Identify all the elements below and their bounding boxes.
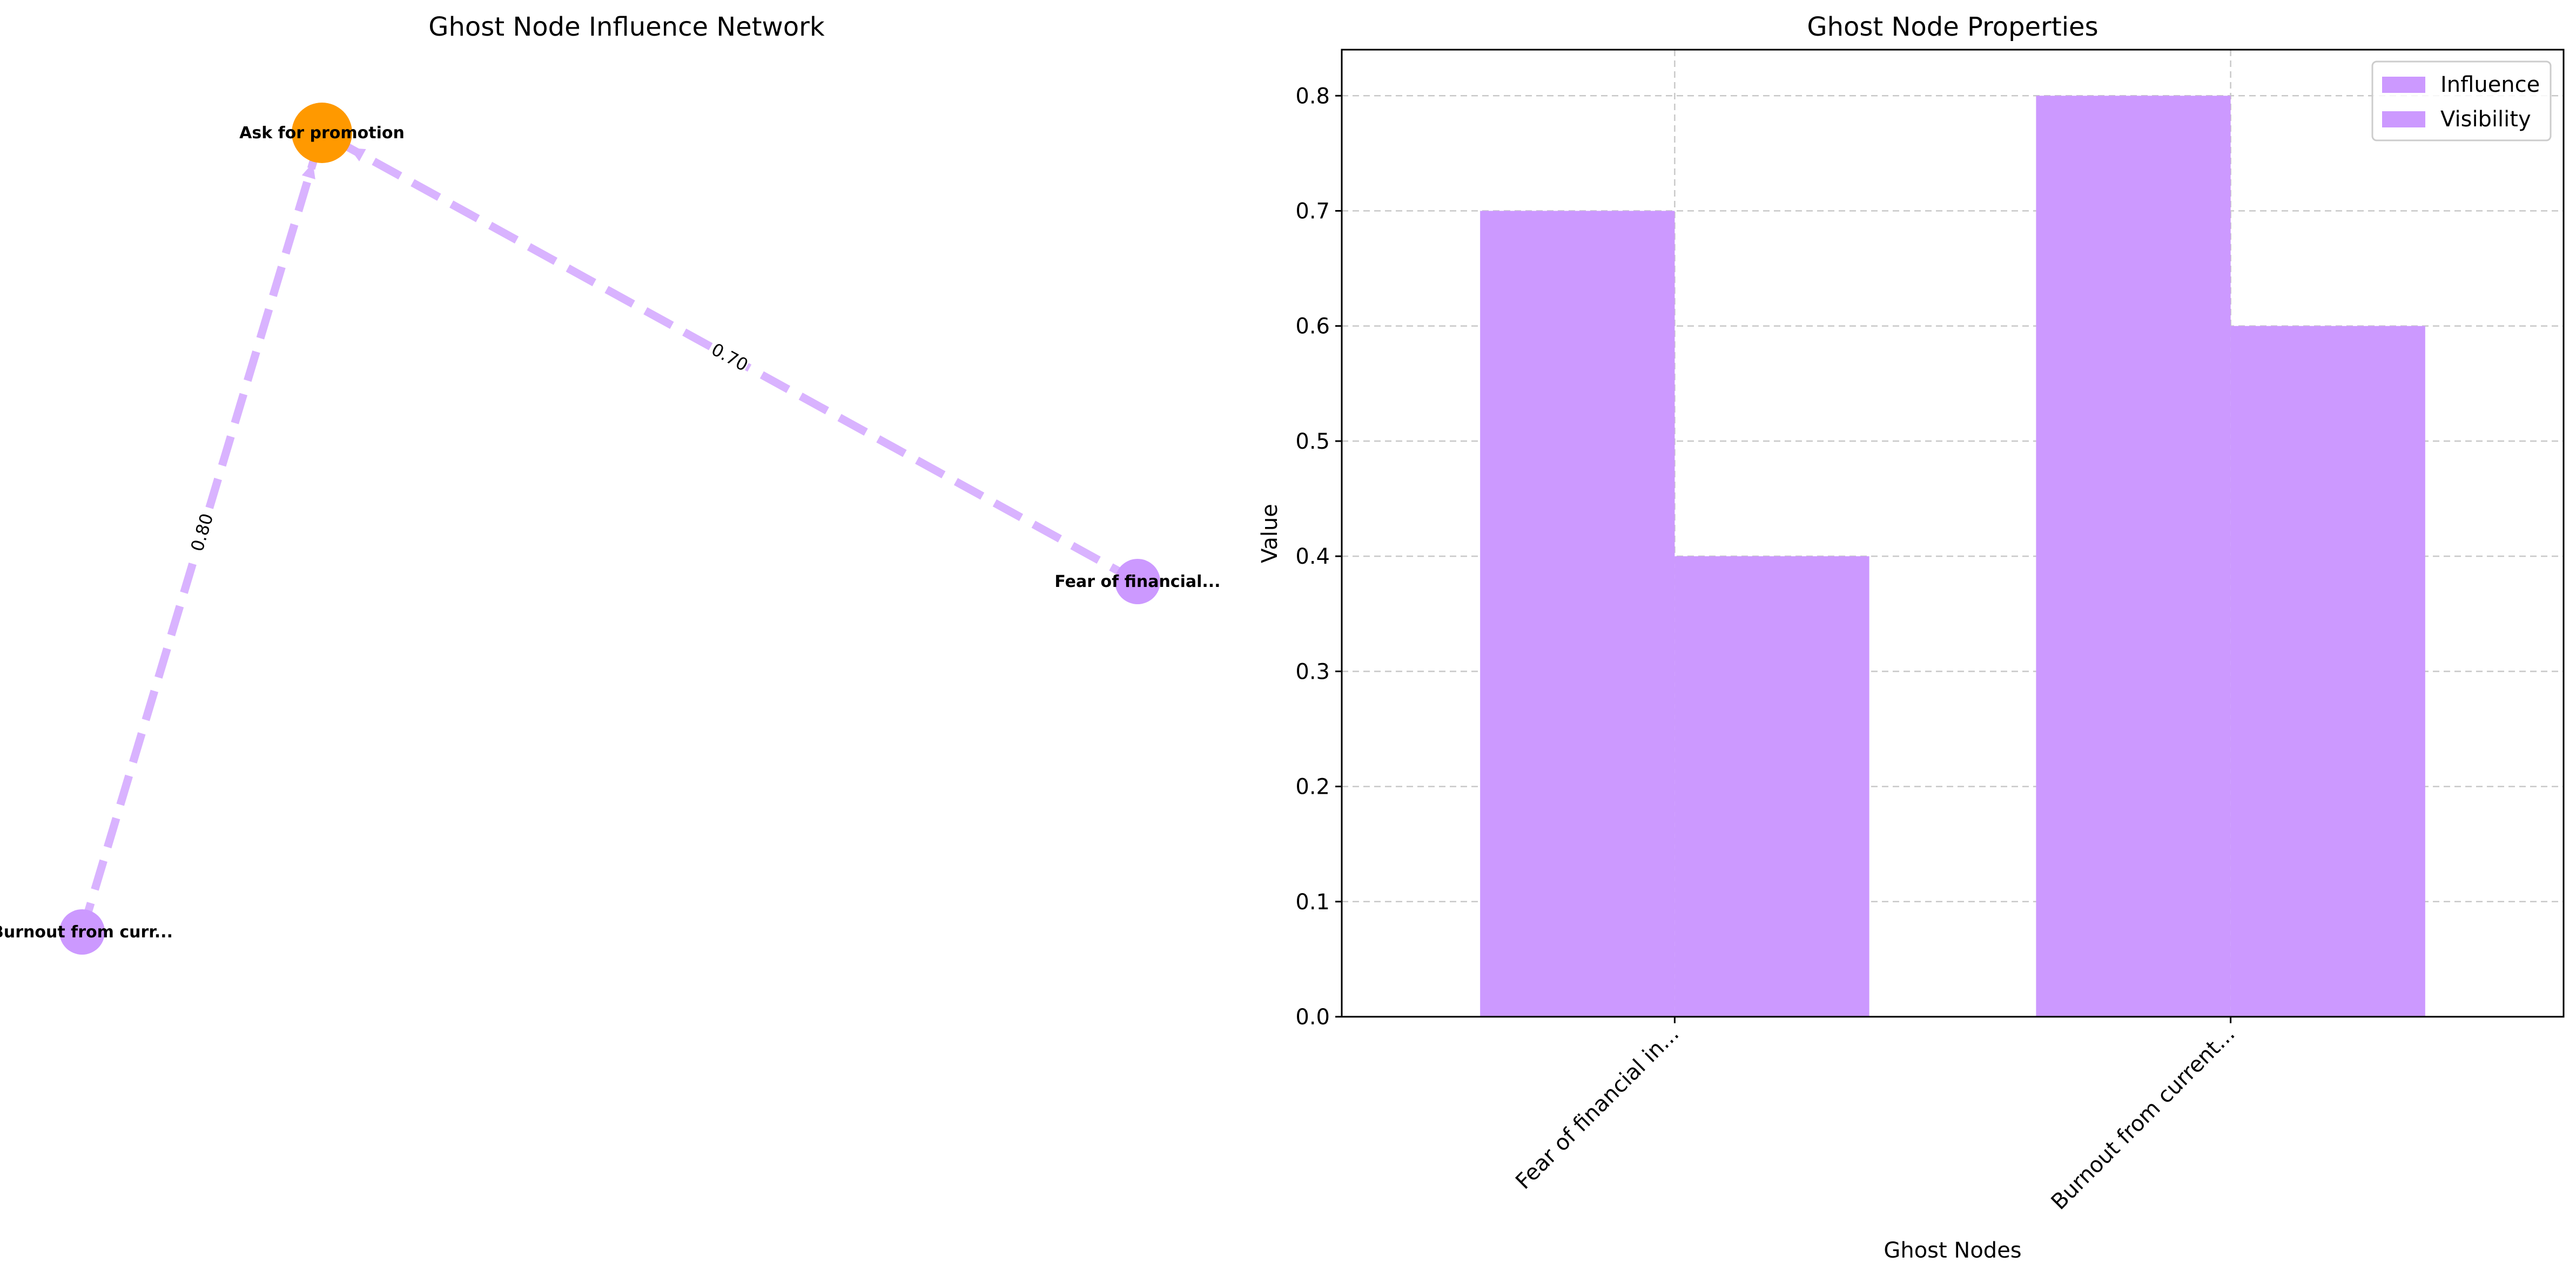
node-label: Burnout from curr... bbox=[0, 923, 173, 942]
y-tick-label: 0.7 bbox=[1295, 199, 1330, 224]
target-node bbox=[292, 103, 352, 163]
bar-visibility bbox=[2230, 326, 2425, 1017]
x-tick-label: Fear of financial in... bbox=[1511, 1022, 1684, 1194]
network-nodes: Ask for promotion Fear of financial... Bur… bbox=[0, 103, 1221, 955]
plot-frame bbox=[1341, 49, 2565, 1018]
y-tick-label: 0.8 bbox=[1295, 84, 1330, 109]
network-title: Ghost Node Influence Network bbox=[428, 12, 825, 42]
chart-legend: Influence Visibility bbox=[2371, 60, 2552, 141]
y-axis-label: Value bbox=[1257, 504, 1282, 563]
node-label: Ask for promotion bbox=[239, 124, 405, 143]
legend-swatch bbox=[2382, 77, 2425, 93]
chart-title: Ghost Node Properties bbox=[1807, 12, 2098, 42]
network-edge-arrow bbox=[349, 147, 366, 161]
y-tick-label: 0.3 bbox=[1295, 659, 1330, 684]
legend-label: Influence bbox=[2440, 72, 2540, 97]
chart-bars bbox=[1480, 96, 2425, 1017]
bar-influence bbox=[2036, 96, 2231, 1017]
y-tick-label: 0.4 bbox=[1295, 544, 1330, 569]
x-tick-label: Burnout from current... bbox=[2047, 1022, 2240, 1215]
edge-label-background bbox=[185, 510, 217, 554]
node-label: Fear of financial... bbox=[1054, 572, 1220, 591]
bar-visibility bbox=[1674, 556, 1869, 1017]
y-tick-label: 0.1 bbox=[1295, 890, 1330, 915]
influence-network-panel: Ghost Node Influence Network 0.700.80 As… bbox=[0, 12, 1221, 955]
y-tick-label: 0.2 bbox=[1295, 775, 1330, 800]
y-axis: 0.0 0.1 0.2 0.3 0.4 0.5 0.6 0.7 0.8 bbox=[1295, 84, 1342, 1030]
legend-label: Visibility bbox=[2440, 107, 2531, 132]
y-tick-label: 0.0 bbox=[1295, 1005, 1330, 1030]
x-axis: Fear of financial in... Burnout from curr… bbox=[1511, 1017, 2240, 1215]
ghost-node bbox=[1115, 559, 1160, 604]
legend-swatch bbox=[2382, 111, 2425, 127]
edge-label-background bbox=[708, 337, 753, 375]
bar-influence bbox=[1480, 211, 1675, 1017]
network-edges: 0.700.80 bbox=[78, 129, 1140, 934]
edge-weight-label: 0.80 bbox=[187, 511, 218, 553]
y-tick-label: 0.6 bbox=[1295, 314, 1330, 339]
y-tick-label: 0.5 bbox=[1295, 429, 1330, 454]
network-edge-arrow bbox=[301, 163, 315, 180]
ghost-node bbox=[59, 909, 105, 955]
x-axis-label: Ghost Nodes bbox=[1884, 1238, 2021, 1263]
ghost-node-properties-chart: Ghost Node Properties 0.0 0.1 0.2 0.3 0.4 0.5… bbox=[1257, 12, 2565, 1263]
